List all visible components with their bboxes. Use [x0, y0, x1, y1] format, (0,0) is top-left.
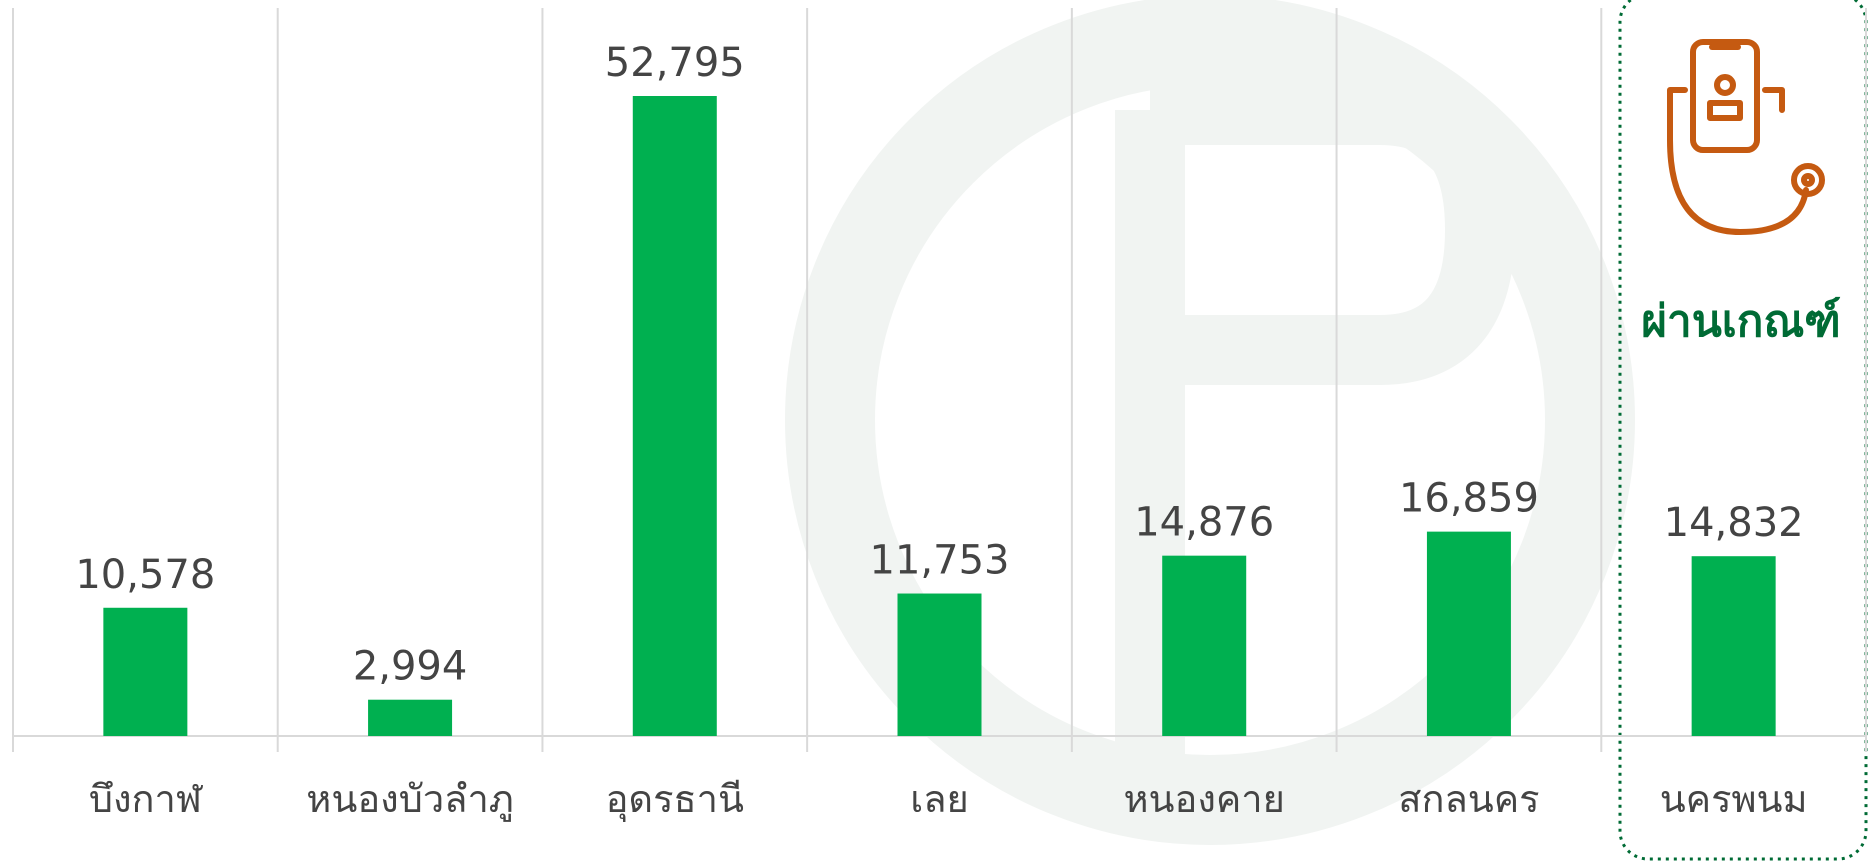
value-label: 14,832 [1664, 500, 1804, 546]
value-label: 16,859 [1399, 476, 1539, 522]
bar [632, 96, 717, 736]
bar [1162, 555, 1247, 736]
x-tick-label: เลย [910, 777, 969, 821]
watermark [785, 0, 1635, 845]
value-label: 10,578 [75, 552, 215, 598]
value-label: 2,994 [353, 644, 468, 690]
x-tick-label: บึงกาฬ [89, 777, 204, 821]
x-tick-label: หนองบัวลำภู [306, 777, 514, 822]
bar [368, 699, 453, 736]
bar [1691, 556, 1776, 736]
x-tick-label: หนองคาย [1123, 777, 1284, 821]
icon [1667, 39, 1825, 235]
x-tick-label: อุดรธานี [606, 777, 744, 822]
x-tick-label: สกลนคร [1398, 777, 1539, 821]
bar [897, 593, 982, 736]
bar [1426, 531, 1511, 736]
bar [103, 607, 188, 736]
x-tick-label: นครพนม [1660, 777, 1808, 821]
value-label: 52,795 [605, 40, 745, 86]
annotation: ผ่านเกณฑ์ [1641, 296, 1841, 347]
value-label: 14,876 [1134, 500, 1274, 546]
value-label: 11,753 [870, 538, 1010, 584]
